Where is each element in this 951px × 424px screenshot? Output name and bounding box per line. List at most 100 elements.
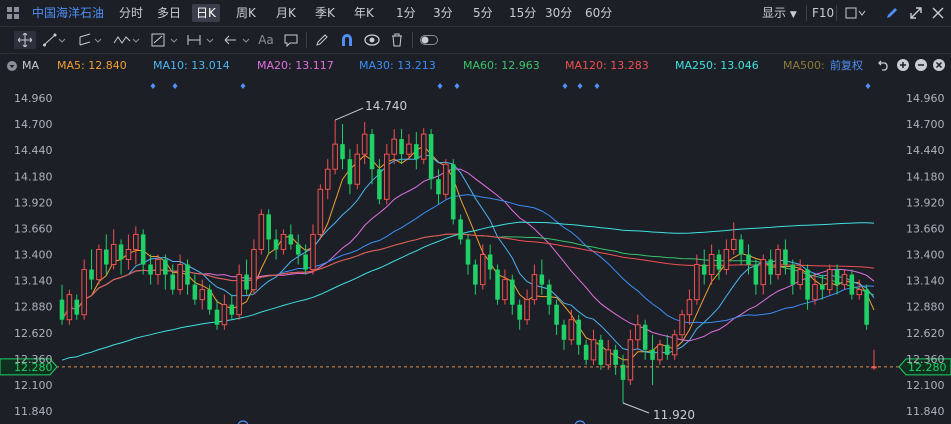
- candle-body: [317, 188, 324, 235]
- y-tick-right: 14.700: [906, 118, 945, 131]
- current-price-left: 12.280: [14, 361, 53, 374]
- candle-body: [133, 233, 139, 250]
- ma-legend-bar: [0, 54, 951, 78]
- candle-body: [280, 233, 287, 250]
- close-icon[interactable]: [930, 5, 946, 21]
- y-tick-right: 12.360: [906, 353, 945, 366]
- candlestick-chart[interactable]: 12.280 12.280 14.740 11.920 14.960 14.700 14.…: [0, 78, 951, 424]
- y-tick-right: 14.960: [906, 92, 945, 105]
- candle-body: [746, 254, 751, 265]
- range-tool-icon[interactable]: [186, 32, 216, 48]
- candle-body: [192, 284, 198, 300]
- candle-body: [708, 254, 715, 276]
- tab-period-4[interactable]: 月K: [276, 6, 296, 20]
- collapse-triangle-icon[interactable]: [6, 60, 18, 72]
- candle-body: [495, 269, 500, 300]
- line-tool-icon[interactable]: [42, 32, 68, 48]
- fib-tool-icon[interactable]: [150, 32, 180, 48]
- candle-body: [730, 238, 737, 250]
- candle-body: [686, 299, 693, 316]
- candle-body: [340, 144, 345, 160]
- candle-body: [66, 294, 73, 321]
- tab-period-11[interactable]: 30分: [545, 6, 573, 20]
- close-indicator-icon[interactable]: [932, 58, 946, 72]
- trash-icon[interactable]: [388, 32, 406, 48]
- eye-icon[interactable]: [363, 32, 381, 48]
- ma-label: MA: [22, 59, 40, 72]
- ma10-line: [61, 153, 875, 354]
- event-marker-icon: [454, 83, 460, 89]
- tab-period-5[interactable]: 季K: [315, 6, 335, 20]
- divider: [836, 5, 837, 21]
- toggle-icon[interactable]: [418, 32, 440, 48]
- move-cursor-icon[interactable]: [14, 31, 36, 49]
- tab-period-12[interactable]: 60分: [585, 6, 613, 20]
- magnet-icon[interactable]: [338, 32, 356, 48]
- candle-body: [598, 339, 604, 365]
- tab-period-8[interactable]: 3分: [433, 6, 453, 20]
- square-checkbox-icon[interactable]: [844, 6, 868, 20]
- grid-menu-icon[interactable]: [6, 6, 20, 20]
- ma-legend-item-4: MA60: 12.963: [463, 59, 540, 72]
- tab-period-7[interactable]: 1分: [396, 6, 416, 20]
- text-tool[interactable]: Aa: [258, 33, 274, 47]
- drawing-toolbar: Aa: [0, 27, 951, 54]
- tab-period-3[interactable]: 周K: [236, 6, 256, 20]
- display-menu[interactable]: 显示 ▼: [762, 4, 797, 22]
- candle-body: [229, 304, 235, 315]
- ma-legend-item-2: MA20: 13.117: [257, 59, 334, 72]
- undo-icon[interactable]: [877, 58, 891, 72]
- tab-period-2[interactable]: 日K: [192, 4, 220, 22]
- candle-body: [849, 274, 855, 295]
- candle-body: [783, 249, 788, 265]
- divider: [412, 32, 413, 48]
- y-tick-left: 13.920: [14, 196, 53, 209]
- bottom-event-icon: [237, 420, 249, 424]
- candle-body: [775, 248, 781, 276]
- low-annotation: 11.920: [653, 408, 695, 422]
- event-marker-icon: [172, 83, 178, 89]
- remove-indicator-icon[interactable]: [914, 58, 928, 72]
- adjust-label[interactable]: 前复权: [830, 59, 863, 72]
- add-indicator-icon[interactable]: [896, 58, 910, 72]
- candle-body: [170, 274, 176, 290]
- candle-body: [554, 304, 559, 325]
- display-label: 显示: [762, 6, 787, 20]
- candle-body: [539, 274, 545, 285]
- candle-body: [59, 299, 65, 320]
- expand-icon[interactable]: [908, 5, 924, 21]
- comment-icon[interactable]: [282, 32, 300, 48]
- arrow-tool-icon[interactable]: [222, 32, 252, 48]
- candle-body: [110, 243, 117, 266]
- tab-period-6[interactable]: 年K: [354, 6, 374, 20]
- y-tick-right: 13.920: [906, 196, 945, 209]
- candle-body: [148, 264, 153, 275]
- y-tick-left: 12.620: [14, 327, 53, 340]
- y-tick-right: 12.620: [906, 327, 945, 340]
- candle-body: [657, 344, 663, 361]
- candle-body: [354, 153, 361, 185]
- channel-tool-icon[interactable]: [78, 32, 104, 48]
- pen-icon[interactable]: [884, 5, 900, 21]
- candle-body: [214, 309, 220, 325]
- tab-period-9[interactable]: 5分: [473, 6, 493, 20]
- candle-body: [163, 259, 168, 275]
- y-tick-left: 13.140: [14, 275, 53, 288]
- tab-period-0[interactable]: 分时: [119, 6, 144, 20]
- divider: [306, 32, 307, 48]
- current-price-tag-left: [0, 358, 58, 376]
- candle-body: [384, 153, 390, 200]
- eraser-pen-icon[interactable]: [313, 32, 331, 48]
- tab-period-10[interactable]: 15分: [509, 6, 537, 20]
- wave-tool-icon[interactable]: [112, 32, 142, 48]
- candle-body: [266, 214, 271, 240]
- f10-button[interactable]: F10: [812, 6, 835, 20]
- candle-body: [605, 349, 612, 366]
- candle-body: [420, 133, 427, 160]
- y-tick-right: 12.100: [906, 379, 945, 392]
- y-tick-right: 12.880: [906, 301, 945, 314]
- y-tick-right: 13.400: [906, 249, 945, 262]
- candle-body: [679, 314, 685, 336]
- stock-name[interactable]: 中国海洋石油: [32, 6, 105, 20]
- tab-period-1[interactable]: 多日: [157, 6, 182, 20]
